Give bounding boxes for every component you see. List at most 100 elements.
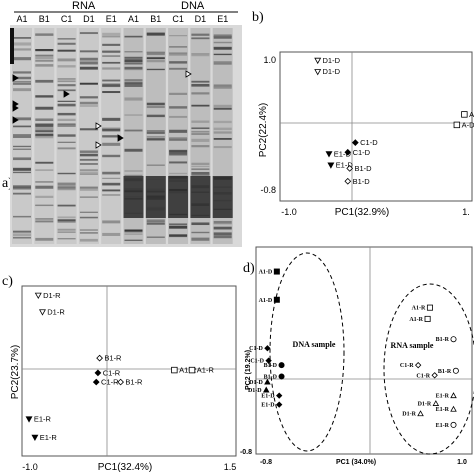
smear-region — [168, 176, 189, 218]
panel-a: a) RNA DNA A1 B1 C1 D1 E1 A1 B1 C1 D1 E1 — [2, 0, 242, 247]
gel-band — [191, 237, 210, 241]
gel-band — [79, 66, 98, 70]
data-point-label: C1-R — [101, 378, 119, 387]
gel-band — [35, 64, 54, 67]
gel-band — [79, 159, 98, 161]
gel-band — [13, 157, 31, 161]
filled-triangle-marker — [117, 134, 124, 142]
data-point: C1-D — [249, 345, 271, 352]
gel-band — [191, 222, 210, 226]
lane-label: A1 — [16, 14, 27, 24]
gel-lanes — [10, 28, 233, 244]
data-point-label: B1-D — [353, 177, 371, 186]
gel-band — [213, 235, 232, 239]
gel-band — [213, 120, 232, 124]
gel-band — [213, 226, 232, 230]
data-point-marker — [117, 378, 124, 386]
gel-band — [35, 79, 54, 83]
panel-b-frame — [279, 51, 473, 202]
data-point-label: C1-D — [250, 359, 264, 365]
gel-band — [146, 57, 165, 60]
gel-band — [13, 192, 31, 195]
panel-b-ylabel: PC2(22.4%) — [258, 103, 269, 157]
gel-lane — [145, 28, 166, 244]
gel-band — [57, 231, 76, 233]
panel-a-letter: a) — [2, 176, 13, 191]
smear-region — [145, 176, 166, 218]
data-point-label: C1-D — [360, 138, 378, 147]
data-point: A1-R — [412, 304, 433, 312]
gel-band — [169, 92, 188, 95]
gel-band — [35, 161, 54, 164]
dna-sample-ellipse — [269, 252, 345, 452]
gel-band — [57, 147, 76, 150]
data-point: B1-R — [438, 367, 459, 375]
data-point-marker — [431, 372, 438, 379]
gel-band — [13, 187, 31, 190]
data-point-marker — [34, 292, 42, 300]
data-point-label: C1-R — [103, 368, 121, 377]
gel-band — [124, 35, 143, 38]
data-point: E1-D — [325, 149, 351, 158]
data-point: A1-D — [259, 296, 280, 304]
gel-band — [35, 127, 54, 131]
data-point: C1-D — [351, 138, 378, 147]
smear-region — [212, 176, 233, 218]
gel-band — [57, 42, 76, 45]
gel-band — [79, 150, 98, 152]
panel-d-letter: d) — [243, 261, 255, 276]
gel-band — [213, 138, 232, 140]
gel-lane — [101, 28, 122, 244]
gel-band — [57, 172, 76, 175]
panel-c-xtick-left: -1.0 — [22, 462, 38, 472]
gel-band — [124, 66, 143, 69]
ladder-lane — [10, 28, 14, 64]
data-point-marker — [461, 111, 468, 118]
data-point-marker — [265, 357, 272, 364]
lane-label: D1 — [83, 14, 95, 24]
gel-band — [169, 138, 188, 141]
gel-band — [124, 114, 143, 116]
panel-d-xtick-left: -0.8 — [260, 459, 272, 466]
gel-band — [102, 118, 121, 121]
gel-band — [57, 124, 76, 127]
panel-d-xlabel: PC1 (34.0%) — [336, 459, 376, 466]
gel-band — [213, 46, 232, 49]
panel-b-points: D1-DD1-DA1-DA-DC1-DC1-DE1-DE1-DB1-DB1-D — [314, 56, 474, 186]
gel-band — [79, 128, 98, 131]
gel-lane — [212, 28, 233, 244]
data-point-marker — [346, 165, 354, 172]
panel-d-points: A1-DA1-DC1-DC1-DB1-DB1-DD1-DD1-DE1-DE1-D… — [248, 268, 459, 429]
gel-band — [169, 129, 188, 133]
data-point-label: A1-D — [469, 110, 474, 119]
gel-band — [35, 220, 54, 223]
data-point-label: E1-R — [436, 423, 450, 429]
gel-band — [146, 223, 165, 225]
gel-band — [146, 59, 165, 63]
gel-band — [213, 41, 232, 44]
data-point: B1-D — [264, 373, 285, 380]
gel-band — [13, 125, 31, 128]
gel-band — [79, 196, 98, 198]
data-point: D1-R — [418, 400, 440, 408]
data-point-label: E1-D — [336, 161, 354, 170]
gel-band — [191, 127, 210, 129]
gel-band — [146, 236, 165, 238]
gel-band — [191, 231, 210, 234]
gel-band — [57, 182, 76, 186]
filled-triangle-marker — [63, 90, 70, 98]
gel-band — [169, 161, 188, 164]
gel-band — [13, 171, 31, 174]
data-point: B1-D — [346, 164, 372, 173]
data-point-label: A1-R — [409, 317, 423, 323]
smear-region — [190, 176, 211, 218]
gel-band — [102, 154, 121, 158]
panel-d-frame — [255, 246, 473, 455]
gel-band — [13, 135, 31, 138]
gel-band — [35, 134, 54, 137]
rna-group-label: RNA — [72, 0, 96, 12]
gel-band — [57, 219, 76, 222]
lane-label: C1 — [61, 14, 73, 24]
gel-band — [102, 83, 121, 87]
gel-band — [79, 169, 98, 171]
